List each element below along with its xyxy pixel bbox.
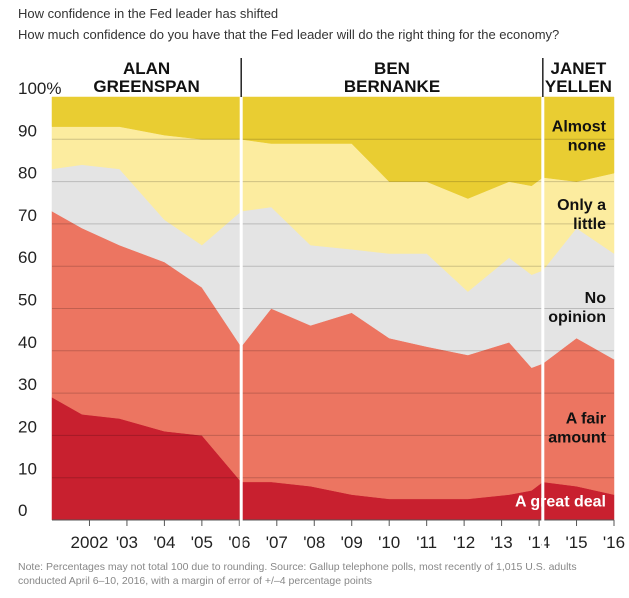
era-name: ALAN — [123, 59, 170, 78]
x-tick-label: '12 — [453, 533, 475, 552]
chart-grid: 0 10 20 30 40 50 60 70 80 90 100% 2002 '03 '04 '05 '06 '… — [18, 79, 625, 552]
x-tick-label: '11 — [416, 533, 437, 552]
y-tick-label: 10 — [18, 460, 37, 479]
area-almost-none — [51, 96, 615, 199]
chart-areas — [51, 96, 615, 521]
y-tick-label: 70 — [18, 206, 37, 225]
chart-note: Note: Percentages may not total 100 due … — [18, 561, 577, 587]
x-tick-label: '05 — [191, 533, 213, 552]
x-tick-label: '10 — [378, 533, 400, 552]
band-label: No — [585, 290, 607, 307]
x-tick-label: '07 — [266, 533, 288, 552]
era-name: JANET — [551, 59, 607, 78]
band-label: A fair — [566, 410, 606, 427]
band-label: opinion — [548, 309, 606, 326]
x-tick-label: '04 — [153, 533, 175, 552]
x-tick-label: '06 — [228, 533, 250, 552]
x-tick-label: '08 — [303, 533, 325, 552]
x-tick-label: '03 — [116, 533, 138, 552]
band-label: Almost — [552, 119, 607, 136]
x-tick-label: 2002 — [71, 533, 109, 552]
y-tick-label: 20 — [18, 417, 37, 436]
x-tick-label: '15 — [565, 533, 587, 552]
y-tick-label: 80 — [18, 164, 37, 183]
y-tick-label: 40 — [18, 333, 37, 352]
band-label: amount — [548, 429, 606, 446]
band-label: Only a — [557, 197, 606, 214]
band-label: A great deal — [515, 494, 606, 511]
x-tick-label: '16 — [603, 533, 625, 552]
x-tick-label: '09 — [341, 533, 363, 552]
era-name: BERNANKE — [344, 77, 440, 96]
x-tick-label: '14 — [528, 533, 550, 552]
x-tick-label: '13 — [491, 533, 513, 552]
era-name: BEN — [374, 59, 410, 78]
y-tick-label: 90 — [18, 121, 37, 140]
y-tick-label: 100% — [18, 79, 61, 98]
y-tick-label: 0 — [18, 501, 27, 520]
y-tick-label: 60 — [18, 248, 37, 267]
era-name: GREENSPAN — [93, 77, 199, 96]
era-name: YELLEN — [545, 77, 612, 96]
y-tick-label: 50 — [18, 291, 37, 310]
y-tick-label: 30 — [18, 375, 37, 394]
chart-title: How confidence in the Fed leader has shi… — [18, 6, 279, 21]
band-label: little — [573, 216, 606, 233]
chart-subtitle: How much confidence do you have that the… — [18, 27, 560, 42]
era-dividers — [239, 58, 545, 550]
band-label: none — [568, 138, 606, 155]
